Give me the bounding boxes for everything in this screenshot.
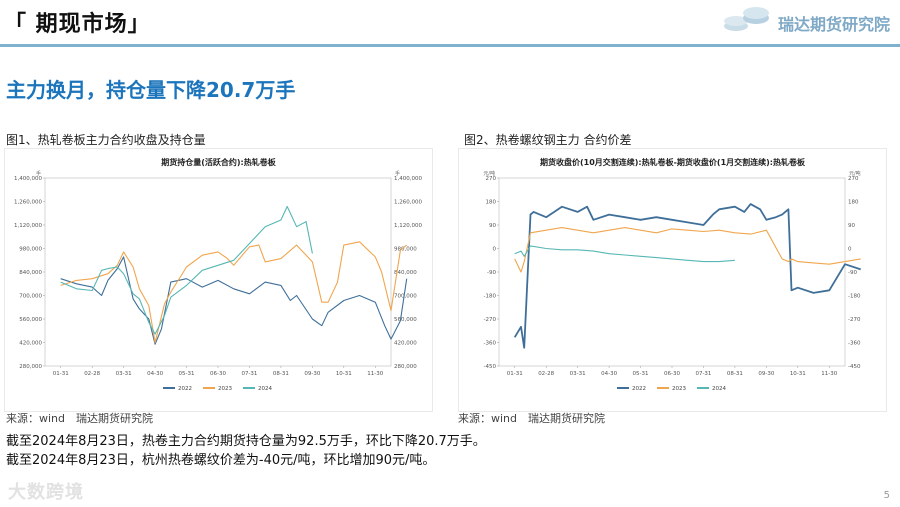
y-tick-label-right: -180 (848, 294, 861, 300)
x-tick-label: 05-31 (633, 371, 649, 377)
x-tick-label: 06-30 (210, 371, 226, 377)
x-tick-label: 03-31 (116, 371, 132, 377)
x-tick-label: 07-31 (695, 371, 711, 377)
legend-label-2023: 2023 (218, 386, 232, 392)
y-unit-left: 元/吨 (483, 170, 495, 177)
y-tick-label-left: 1,400,000 (14, 176, 42, 182)
page-number: 5 (883, 490, 890, 501)
header-divider (0, 44, 900, 47)
x-tick-label: 04-30 (147, 371, 163, 377)
chart2-title: 期货收盘价(10月交割连续):热轧卷板-期货收盘价(1月交割连续):热轧卷板 (539, 158, 806, 167)
series-line-2023 (514, 227, 861, 273)
y-tick-label-left: 90 (489, 223, 496, 229)
y-tick-label-left: -180 (484, 294, 497, 300)
y-tick-label-right: 980,000 (394, 247, 417, 253)
x-tick-label: 02-28 (538, 371, 554, 377)
y-tick-label-right: 280,000 (394, 364, 417, 370)
headline: 主力换月，持仓量下降20.7万手 (6, 78, 296, 102)
y-tick-label-right: -450 (848, 364, 861, 370)
y-tick-label-left: -360 (484, 341, 497, 347)
series-line-2024 (514, 245, 735, 263)
x-tick-label: 09-30 (304, 371, 320, 377)
legend-label-2024: 2024 (258, 386, 272, 392)
x-tick-label: 01-31 (507, 371, 523, 377)
series-line-2024 (60, 205, 313, 335)
legend-label-2024: 2024 (712, 386, 726, 392)
body-line-1: 截至2024年8月23日，热卷主力合约期货持仓量为92.5万手，环比下降20.7… (6, 434, 486, 449)
logo-text: 瑞达期货研究院 (778, 15, 891, 34)
y-tick-label-left: 1,260,000 (14, 200, 42, 206)
y-tick-label-left: 840,000 (19, 270, 42, 276)
y-tick-label-right: 1,120,000 (394, 223, 422, 229)
chart1-title: 期货持仓量(活跃合约):热轧卷板 (161, 158, 276, 167)
x-tick-label: 09-30 (758, 371, 774, 377)
y-tick-label-left: 1,120,000 (14, 223, 42, 229)
x-tick-label: 11-30 (367, 371, 383, 377)
x-tick-label: 08-31 (727, 371, 743, 377)
chart1-svg: 手手1,400,000 1,400,0001,260,000 1,260,0001,… (14, 170, 422, 392)
body-line-2: 截至2024年8月23日，杭州热卷螺纹价差为-40元/吨，环比增加90元/吨。 (6, 453, 436, 468)
y-tick-label-left: 560,000 (19, 317, 42, 323)
y-tick-label-right: -90 (848, 270, 857, 276)
y-tick-label-left: -450 (484, 364, 497, 370)
y-tick-label-left: 700,000 (19, 294, 42, 300)
figure1-source: 来源：wind 瑞达期货研究院 (6, 412, 154, 425)
y-tick-label-right: 0 (848, 247, 852, 253)
y-tick-label-left: -90 (487, 270, 496, 276)
chart1-panel: 期货持仓量(活跃合约):热轧卷板 手手 1,400,000 1,400,000 1,2… (4, 148, 433, 412)
y-tick-label-right: 270 (848, 176, 859, 182)
plot-frame (498, 177, 846, 367)
watermark: 大数跨境 (8, 482, 84, 503)
legend-label-2023: 2023 (672, 386, 686, 392)
legend-label-2022: 2022 (632, 386, 646, 392)
y-tick-label-left: 420,000 (19, 341, 42, 347)
y-tick-label-right: -270 (848, 317, 861, 323)
x-tick-label: 07-31 (241, 371, 257, 377)
y-tick-label-left: 270 (486, 176, 497, 182)
series-line-2023 (60, 241, 408, 344)
y-tick-label-right: 700,000 (394, 294, 417, 300)
chart2-panel: 期货收盘价(10月交割连续):热轧卷板-期货收盘价(1月交割连续):热轧卷板 元… (458, 148, 887, 412)
y-tick-label-right: 1,260,000 (394, 200, 422, 206)
x-tick-label: 10-31 (790, 371, 806, 377)
x-tick-label: 02-28 (84, 371, 100, 377)
y-unit-right: 手 (395, 170, 400, 177)
coins-icon (724, 7, 769, 31)
y-unit-left: 手 (36, 170, 41, 177)
figure1-caption: 图1、热轧卷板主力合约收盘及持仓量 (6, 133, 206, 147)
y-tick-label-left: 180 (486, 200, 497, 206)
x-tick-label: 08-31 (273, 371, 289, 377)
brand-logo: 瑞达期货研究院 (718, 2, 896, 38)
legend-label-2022: 2022 (178, 386, 192, 392)
x-tick-label: 05-31 (179, 371, 195, 377)
y-tick-label-right: -360 (848, 341, 861, 347)
y-tick-label-left: -270 (484, 317, 497, 323)
y-tick-label-right: 420,000 (394, 341, 417, 347)
y-unit-right: 元/吨 (849, 170, 861, 177)
slide-title: 「 期现市场」 (4, 12, 151, 37)
x-tick-label: 06-30 (664, 371, 680, 377)
series-line-2022 (60, 256, 408, 345)
y-tick-label-right: 1,400,000 (394, 176, 422, 182)
x-tick-label: 03-31 (570, 371, 586, 377)
y-tick-label-left: 0 (493, 247, 497, 253)
x-tick-label: 01-31 (53, 371, 69, 377)
x-tick-label: 04-30 (601, 371, 617, 377)
figure2-source: 来源：wind 瑞达期货研究院 (458, 412, 606, 425)
y-tick-label-right: 180 (848, 200, 859, 206)
y-tick-label-right: 90 (848, 223, 855, 229)
series-line-2022 (513, 203, 861, 349)
y-tick-label-right: 840,000 (394, 270, 417, 276)
y-tick-label-left: 980,000 (19, 247, 42, 253)
x-tick-label: 11-30 (821, 371, 837, 377)
y-tick-label-left: 280,000 (19, 364, 42, 370)
x-tick-label: 10-31 (336, 371, 352, 377)
y-tick-label-right: 560,000 (394, 317, 417, 323)
figure2-caption: 图2、热卷螺纹钢主力 合约价差 (464, 133, 632, 147)
